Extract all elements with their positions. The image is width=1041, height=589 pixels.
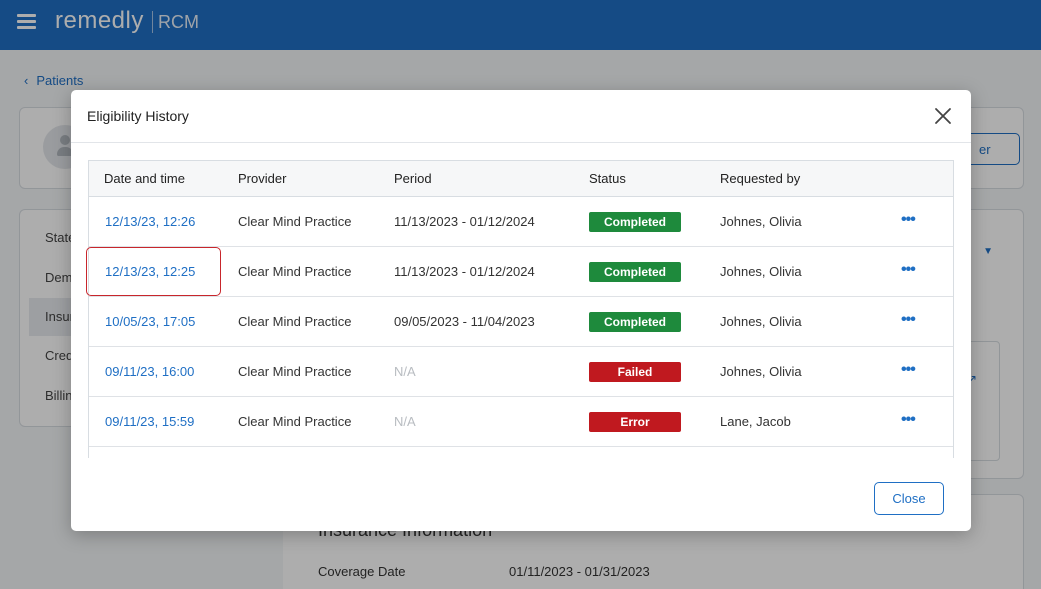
nav-item-billing[interactable]: Billin (45, 388, 73, 403)
status-badge: Failed (589, 362, 681, 382)
provider-cell: Clear Mind Practice (238, 364, 352, 379)
brand-divider (152, 11, 153, 33)
datetime-link[interactable]: 09/11/23, 15:59 (105, 414, 195, 429)
provider-cell: Clear Mind Practice (238, 314, 352, 329)
provider-cell: Clear Mind Practice (238, 214, 352, 229)
more-horizontal-icon[interactable]: ••• (901, 211, 916, 228)
more-horizontal-icon[interactable]: ••• (901, 311, 916, 328)
column-header-provider[interactable]: Provider (238, 171, 287, 186)
period-cell: N/A (394, 364, 416, 379)
period-cell: 11/13/2023 - 01/12/2024 (394, 214, 535, 229)
coverage-date-value: 01/11/2023 - 01/31/2023 (509, 564, 650, 579)
nav-item-state[interactable]: State (45, 230, 76, 245)
coverage-date-label: Coverage Date (318, 564, 406, 579)
column-header-period[interactable]: Period (394, 171, 432, 186)
table-row: 09/11/23, 15:59 Clear Mind Practice N/A … (89, 397, 953, 447)
caret-down-icon: ▼ (983, 246, 994, 257)
top-bar: remedly RCM (0, 0, 1041, 50)
back-to-patients-link[interactable]: ‹ Patients (24, 73, 83, 88)
requested-by-cell: Lane, Jacob (720, 414, 791, 429)
table-row: 12/13/23, 12:26 Clear Mind Practice 11/1… (89, 197, 953, 247)
modal-title: Eligibility History (87, 108, 189, 124)
external-link-icon[interactable]: ↗ (967, 372, 978, 386)
brand-logo: remedly (55, 7, 144, 34)
column-header-requested-by[interactable]: Requested by (720, 171, 801, 186)
more-horizontal-icon[interactable]: ••• (901, 261, 916, 278)
menu-icon[interactable] (17, 14, 37, 30)
chevron-left-icon: ‹ (24, 73, 29, 88)
eligibility-table[interactable]: Date and time Provider Period Status Req… (88, 160, 954, 458)
user-icon (57, 135, 73, 157)
datetime-link[interactable]: 12/13/23, 12:26 (105, 214, 196, 229)
nav-item-demographics[interactable]: Dem (45, 270, 73, 285)
back-link-label: Patients (36, 73, 84, 88)
datetime-link[interactable]: 10/05/23, 17:05 (105, 314, 196, 329)
table-row: 10/05/23, 17:05 Clear Mind Practice 09/0… (89, 297, 953, 347)
close-icon[interactable] (933, 106, 953, 126)
table-row-partial (89, 447, 953, 458)
status-badge: Completed (589, 262, 681, 282)
requested-by-cell: Johnes, Olivia (720, 214, 802, 229)
more-horizontal-icon[interactable]: ••• (901, 361, 916, 378)
nav-item-credit[interactable]: Cred (45, 348, 74, 363)
brand-subtitle: RCM (158, 12, 199, 32)
table-row: 09/11/23, 16:00 Clear Mind Practice N/A … (89, 347, 953, 397)
datetime-link[interactable]: 12/13/23, 12:25 (105, 264, 196, 279)
status-badge: Completed (589, 212, 681, 232)
provider-cell: Clear Mind Practice (238, 414, 352, 429)
more-horizontal-icon[interactable]: ••• (901, 411, 916, 428)
requested-by-cell: Johnes, Olivia (720, 264, 802, 279)
provider-cell: Clear Mind Practice (238, 264, 352, 279)
table-row: 12/13/23, 12:25 Clear Mind Practice 11/1… (89, 247, 953, 297)
close-button[interactable]: Close (874, 482, 944, 515)
period-cell: 09/05/2023 - 11/04/2023 (394, 314, 535, 329)
table-header: Date and time Provider Period Status Req… (89, 161, 953, 197)
requested-by-cell: Johnes, Olivia (720, 364, 802, 379)
datetime-link[interactable]: 09/11/23, 16:00 (105, 364, 195, 379)
status-badge: Error (589, 412, 681, 432)
period-cell: N/A (394, 414, 416, 429)
eligibility-history-modal: Eligibility History Date and time Provid… (71, 90, 971, 531)
status-badge: Completed (589, 312, 681, 332)
modal-header: Eligibility History (71, 90, 971, 143)
requested-by-cell: Johnes, Olivia (720, 314, 802, 329)
period-cell: 11/13/2023 - 01/12/2024 (394, 264, 535, 279)
column-header-datetime[interactable]: Date and time (104, 171, 185, 186)
column-header-status[interactable]: Status (589, 171, 626, 186)
